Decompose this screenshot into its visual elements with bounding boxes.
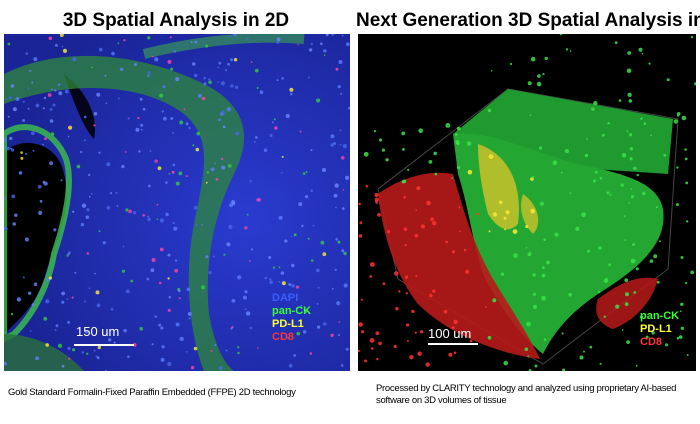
left-panel-title: 3D Spatial Analysis in 2D (62, 10, 290, 31)
clarity-volume-illustration (358, 34, 696, 371)
right-caption: Processed by CLARITY technology and anal… (376, 383, 677, 406)
ffpe-tissue-illustration (4, 34, 350, 371)
legend-pd-l1: PD-L1 (640, 323, 672, 335)
legend-cd8: CD8 (272, 331, 295, 343)
ffpe-2d-image: 150 um DAPI pan-CK PD-L1 CD8 (4, 34, 350, 371)
right-legend: pan-CK PD-L1 CD8 (640, 310, 679, 349)
left-legend: DAPI pan-CK PD-L1 CD8 (272, 292, 311, 344)
legend-dapi: DAPI (272, 292, 299, 304)
left-scale-label: 150 um (76, 324, 120, 339)
right-panel-title: Next Generation 3D Spatial Analysis in 3… (356, 10, 700, 31)
legend-pan-ck: pan-CK (272, 305, 312, 317)
legend-pd-l1: PD-L1 (272, 318, 304, 330)
cell-dots (4, 34, 350, 371)
right-scale-label: 100 um (428, 326, 472, 341)
clarity-3d-image: 100 um pan-CK PD-L1 CD8 (358, 34, 696, 371)
cell-dots (358, 34, 696, 371)
legend-cd8: CD8 (640, 336, 663, 348)
left-caption: Gold Standard Formalin-Fixed Paraffin Em… (8, 387, 296, 398)
legend-pan-ck: pan-CK (640, 310, 680, 322)
